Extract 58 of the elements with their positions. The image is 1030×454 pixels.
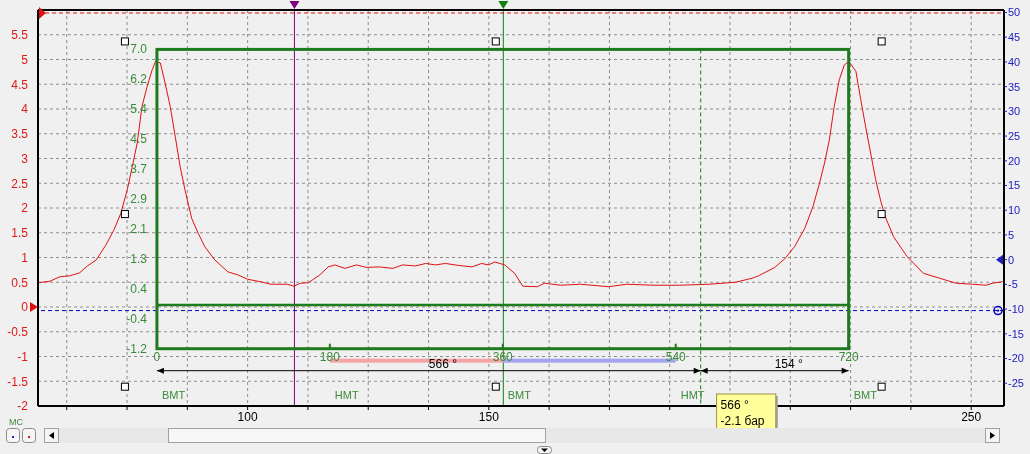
y3-tick-label: 6.2 [130,72,148,87]
text: MC [9,417,24,427]
y-tick-label: 2.5 [11,176,29,191]
y2-tick-label: -25 [1008,377,1024,390]
y-tick-label: 2 [21,201,29,216]
annotation: НМТ [680,388,705,401]
y2-tick-label: 50 [1008,6,1021,19]
y2-tick-label: 45 [1008,31,1021,44]
y-tick-label: 5.5 [11,28,29,43]
y3-tick-label: 2.1 [130,221,148,236]
y3-tick-label: 1.3 [130,251,148,266]
y2-tick-label: 20 [1008,154,1021,167]
x2-tick-label: 180 [319,349,341,364]
y3-tick-label: -1.2 [126,341,148,356]
annotation: ВМТ [507,388,532,401]
annotation: 566 ° -2.1 бар [720,398,765,428]
y2-tick-label: -15 [1008,327,1024,340]
y-tick-label: 4.5 [11,77,29,92]
y2-tick-label: -20 [1008,352,1024,365]
x-tick-label: 100 [237,409,258,424]
annotation: НМТ [334,388,359,401]
y-tick-label: -2 [17,399,29,414]
y-tick-label: 1.5 [11,226,29,241]
y-tick-label: 0 [21,300,29,315]
y-tick-label: -0.5 [7,325,29,340]
y-tick-label: 1 [21,250,29,265]
x-tick-label: 250 [961,409,982,424]
y-tick-label: 4 [21,102,29,117]
annotation: ВМТ [853,388,878,401]
x2-tick-label: 720 [838,349,859,364]
y-tick-label: 3.5 [11,127,29,142]
y2-tick-label: -5 [1008,278,1018,291]
y-tick-label: 3 [21,151,29,166]
y3-tick-label: 2.9 [130,192,148,207]
y2-tick-label: 40 [1008,55,1021,68]
x2-tick-label: 0 [153,349,161,364]
x2-tick-label: 360 [492,349,514,364]
annotation: 154 ° [774,356,804,371]
y2-tick-label: 35 [1008,80,1021,93]
y2-tick-label: 25 [1008,129,1021,142]
y2-tick-label: 30 [1008,105,1021,118]
y2-tick-label: -10 [1008,303,1024,316]
y2-tick-label: 10 [1008,204,1021,217]
y3-tick-label: 5.4 [130,102,148,117]
y2-tick-label: 5 [1008,228,1015,241]
annotation: 566 ° [428,356,458,371]
y2-tick-label: 0 [1008,253,1015,266]
annotation: ВМТ [161,388,186,401]
y3-tick-label: 7.0 [130,42,148,57]
y3-tick-label: -0.4 [126,311,148,326]
y3-tick-label: 0.4 [130,281,148,296]
y-tick-label: 5 [21,52,29,67]
x2-tick-label: 540 [665,349,687,364]
x-tick-label: 150 [478,409,500,424]
y-tick-label: -1 [17,349,29,364]
y-tick-label: 0.5 [11,275,29,290]
y-tick-label: -1.5 [7,374,29,389]
y2-tick-label: 15 [1008,179,1021,192]
